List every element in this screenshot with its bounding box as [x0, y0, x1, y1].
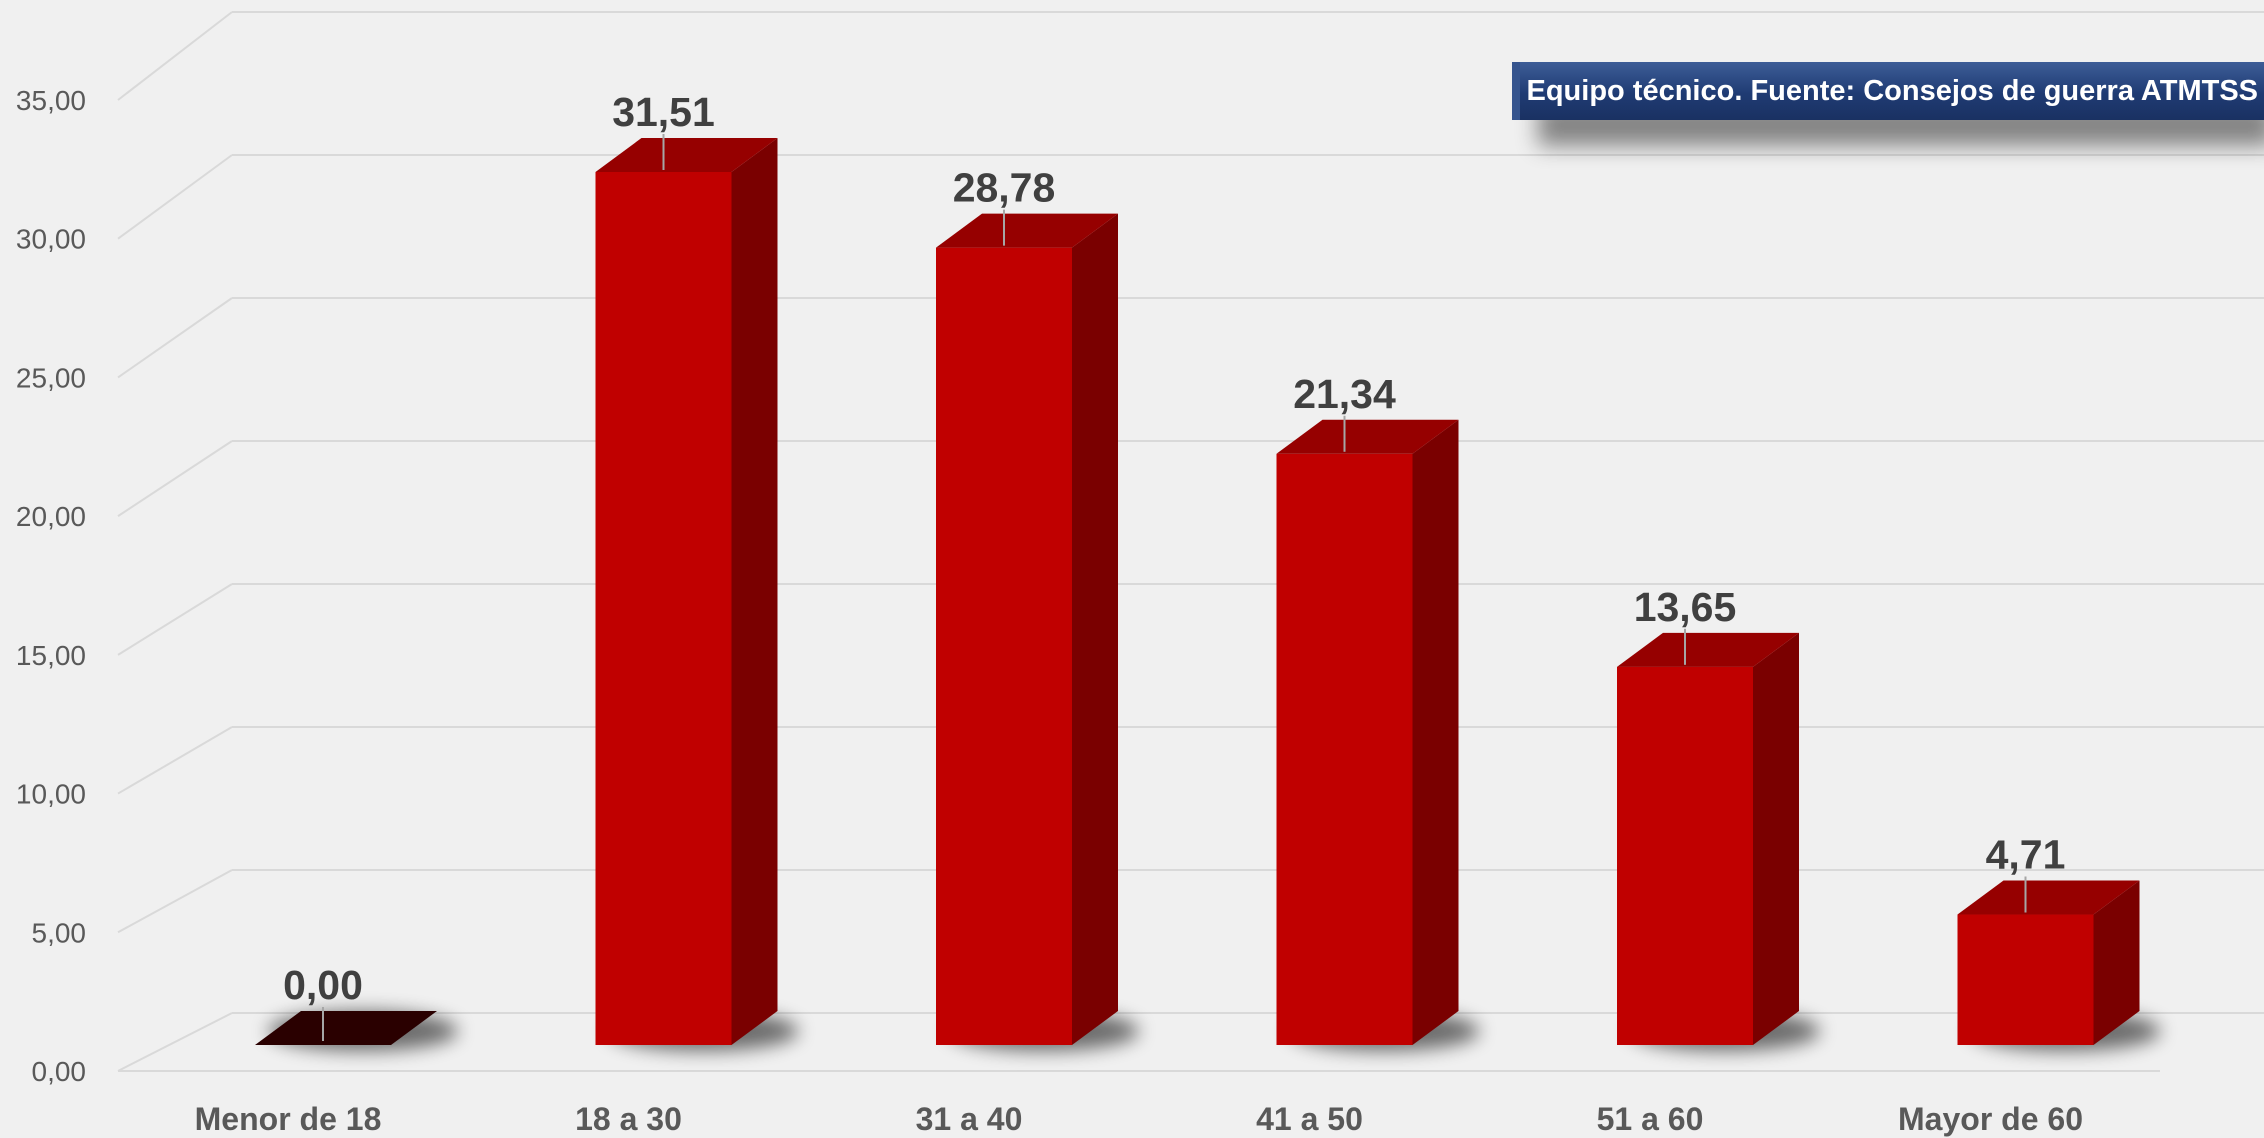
y-tick-label: 10,00	[16, 779, 86, 810]
data-label: 28,78	[953, 165, 1056, 211]
gridline-diagonal	[117, 583, 233, 656]
bar-side-face	[1072, 213, 1118, 1045]
bar-front-face	[595, 172, 732, 1045]
x-axis-tick-labels: Menor de 18 18 a 30 31 a 40 41 a 50 51 a 60 M…	[195, 1101, 2083, 1137]
bar-top-face	[595, 138, 778, 172]
gridlines	[117, 11, 2264, 1072]
bar-side-face	[1753, 632, 1799, 1045]
bar-top-face	[936, 213, 1118, 248]
y-tick-label: 20,00	[16, 501, 86, 532]
gridline-diagonal	[117, 297, 233, 379]
data-label: 31,51	[612, 89, 715, 135]
gridline-diagonal	[117, 440, 233, 517]
bar-side-face	[2093, 880, 2140, 1045]
bar-side-face	[731, 138, 778, 1045]
gridline-diagonal	[117, 726, 233, 795]
gridline-diagonal	[117, 1012, 233, 1072]
data-label: 13,65	[1634, 584, 1737, 630]
y-tick-label: 0,00	[32, 1056, 87, 1087]
bar-top-face	[1617, 632, 1799, 667]
source-banner: Equipo técnico. Fuente: Consejos de guer…	[1512, 62, 2264, 120]
bar-front-face	[1617, 666, 1753, 1045]
y-tick-label: 5,00	[32, 917, 87, 948]
x-tick-label: Menor de 18	[195, 1101, 382, 1137]
x-tick-label: 51 a 60	[1597, 1101, 1704, 1137]
gridline-diagonal	[117, 11, 233, 101]
data-label: 0,00	[283, 962, 363, 1008]
bar-top-face	[1276, 419, 1459, 454]
y-tick-label: 35,00	[16, 85, 86, 116]
bar-front-face	[1276, 453, 1413, 1045]
x-tick-label: Mayor de 60	[1898, 1101, 2083, 1137]
data-label: 4,71	[1986, 832, 2066, 878]
y-axis-tick-labels: 0,00 5,00 10,00 15,00 20,00 25,00 30,00 35,00	[16, 85, 86, 1087]
y-tick-label: 25,00	[16, 362, 86, 393]
x-tick-label: 31 a 40	[916, 1101, 1023, 1137]
gridline-diagonal	[117, 154, 233, 240]
y-tick-label: 30,00	[16, 224, 86, 255]
bar-side-face	[1412, 419, 1459, 1045]
gridline-diagonal	[117, 869, 233, 934]
data-label: 21,34	[1293, 371, 1396, 417]
x-tick-label: 18 a 30	[575, 1101, 682, 1137]
bar-front-face	[1957, 914, 2094, 1045]
y-tick-label: 15,00	[16, 640, 86, 671]
data-labels: 0,00 31,51 28,78 21,34 13,65 4,71	[283, 89, 2065, 1041]
x-tick-label: 41 a 50	[1256, 1101, 1363, 1137]
bar-shadows	[268, 1011, 2161, 1051]
bars	[255, 138, 2140, 1045]
bar-top-face	[1957, 880, 2140, 915]
bar-zero-slab	[255, 1011, 437, 1045]
bar-front-face	[936, 247, 1072, 1045]
